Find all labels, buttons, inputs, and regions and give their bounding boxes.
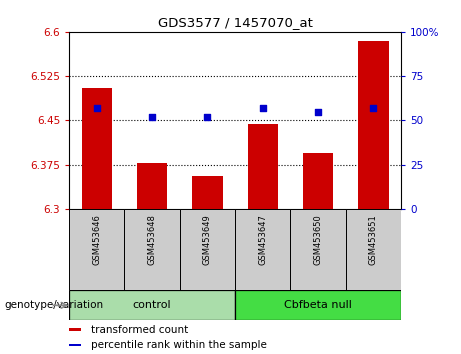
Bar [69,209,124,290]
Bar [192,176,223,209]
Text: transformed count: transformed count [91,325,188,335]
Text: control: control [133,300,171,310]
Bar [248,125,278,209]
Text: GSM453650: GSM453650 [313,215,323,265]
Bar [69,329,81,331]
Point [204,114,211,120]
Text: percentile rank within the sample: percentile rank within the sample [91,340,266,350]
Point [370,105,377,111]
Bar [235,290,401,320]
Text: Cbfbeta null: Cbfbeta null [284,300,352,310]
Point [148,114,156,120]
Text: GSM453647: GSM453647 [258,215,267,266]
Title: GDS3577 / 1457070_at: GDS3577 / 1457070_at [158,16,313,29]
Bar [137,163,167,209]
Text: genotype/variation: genotype/variation [5,300,104,310]
Bar [69,343,81,346]
Bar [69,290,235,320]
Point [314,109,322,114]
Bar [346,209,401,290]
Text: GSM453649: GSM453649 [203,215,212,265]
Bar [290,209,346,290]
Point [259,105,266,111]
Text: GSM453648: GSM453648 [148,215,157,266]
Bar [235,209,290,290]
Bar [124,209,180,290]
Text: GSM453646: GSM453646 [92,215,101,266]
Text: GSM453651: GSM453651 [369,215,378,265]
Bar [303,153,333,209]
Bar [180,209,235,290]
Bar [358,41,389,209]
Bar [82,88,112,209]
Point [93,105,100,111]
